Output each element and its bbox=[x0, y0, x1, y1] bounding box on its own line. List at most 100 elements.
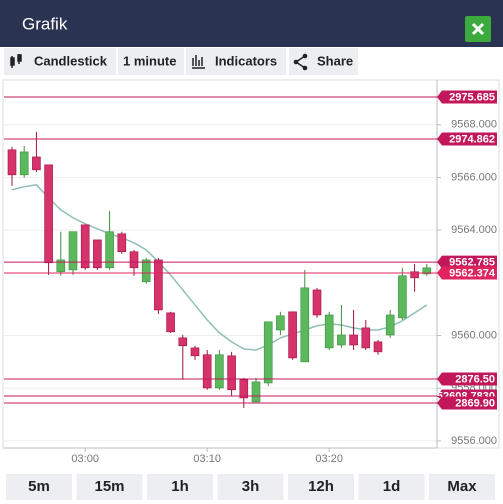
candle-body bbox=[202, 354, 212, 389]
candle-body bbox=[166, 312, 175, 333]
candle-body bbox=[105, 231, 114, 269]
candle-body bbox=[385, 314, 395, 336]
candle-body bbox=[398, 275, 407, 319]
range-button[interactable]: 12h bbox=[288, 474, 354, 500]
price-label: 9562.785 bbox=[449, 257, 495, 269]
price-label-bg bbox=[437, 266, 497, 280]
range-button-label[interactable]: 12h bbox=[308, 478, 334, 495]
price-label-bg bbox=[437, 132, 497, 146]
price-label-bg bbox=[437, 90, 497, 104]
y-tick-label: 9564.000 bbox=[451, 224, 497, 236]
toolbar-button-bg[interactable] bbox=[4, 48, 116, 75]
candle-body bbox=[227, 355, 236, 391]
candle-body bbox=[80, 224, 90, 269]
range-button[interactable]: 15m bbox=[76, 474, 143, 500]
toolbar-button[interactable]: Share bbox=[289, 48, 358, 75]
toolbar: Candlestick 1 minute Indicators Share bbox=[4, 48, 358, 75]
range-button[interactable]: Max bbox=[429, 474, 495, 500]
price-label: 2974.862 bbox=[449, 133, 495, 145]
range-button-label[interactable]: 3h bbox=[242, 478, 260, 495]
candle-body bbox=[178, 337, 188, 347]
y-tick-label: 9556.000 bbox=[451, 435, 497, 447]
candle-body bbox=[215, 354, 224, 389]
x-tick-label: 03:10 bbox=[193, 453, 221, 465]
range-button-bg[interactable] bbox=[288, 474, 354, 500]
share-dot bbox=[302, 53, 308, 59]
header-bar bbox=[0, 0, 503, 47]
range-button[interactable]: 5m bbox=[6, 474, 72, 500]
range-bar: 5m 15m 1h 3h 12h 1d Max bbox=[6, 474, 495, 500]
toolbar-button-label[interactable]: Indicators bbox=[215, 53, 277, 68]
toolbar-button[interactable]: Indicators bbox=[186, 48, 286, 75]
toolbar-button-bg[interactable] bbox=[118, 48, 184, 75]
toolbar-button-label[interactable]: 1 minute bbox=[123, 53, 176, 68]
range-button[interactable]: 3h bbox=[217, 474, 284, 500]
candle-body bbox=[44, 164, 53, 264]
candle-body bbox=[410, 271, 419, 279]
range-button-bg[interactable] bbox=[6, 474, 72, 500]
range-button-bg[interactable] bbox=[147, 474, 213, 500]
price-label: 9562.374 bbox=[449, 267, 496, 279]
candle-body bbox=[361, 327, 371, 349]
y-tick-label: 9560.000 bbox=[451, 329, 497, 341]
candle-body bbox=[324, 314, 334, 349]
range-button-label[interactable]: 5m bbox=[28, 478, 50, 495]
header-title: Grafik bbox=[22, 14, 68, 33]
toolbar-button-label[interactable]: Share bbox=[317, 53, 353, 68]
candle-body bbox=[129, 251, 139, 269]
indicators-icon bbox=[192, 55, 205, 69]
candle-body bbox=[32, 156, 41, 171]
candle-icon bbox=[10, 54, 22, 68]
candle-body bbox=[239, 379, 249, 399]
share-dot bbox=[302, 65, 308, 71]
candle-body bbox=[288, 311, 297, 359]
price-label-bg bbox=[437, 255, 497, 269]
range-button-label[interactable]: 1d bbox=[383, 478, 401, 495]
range-button-label[interactable]: 15m bbox=[94, 478, 124, 495]
range-button-bg[interactable] bbox=[429, 474, 495, 500]
candle-body bbox=[141, 259, 151, 283]
candle-body bbox=[190, 347, 200, 357]
candle-body bbox=[373, 341, 383, 353]
share-dot bbox=[293, 59, 299, 65]
price-label-bg bbox=[437, 372, 497, 386]
candle-body bbox=[56, 259, 66, 273]
toolbar-button[interactable]: 1 minute bbox=[118, 48, 184, 75]
close-icon[interactable] bbox=[471, 22, 485, 36]
price-label-bg bbox=[437, 396, 497, 410]
price-label: 2975.685 bbox=[449, 91, 495, 103]
range-button-label[interactable]: Max bbox=[447, 478, 477, 495]
y-tick-label: 9568.000 bbox=[451, 119, 497, 131]
range-button[interactable]: 1h bbox=[147, 474, 213, 500]
chart-frame bbox=[2, 79, 500, 449]
range-button-bg[interactable] bbox=[76, 474, 143, 500]
toolbar-button[interactable]: Candlestick bbox=[4, 48, 116, 75]
candle-body bbox=[300, 287, 310, 363]
close-button[interactable] bbox=[465, 16, 491, 42]
range-button-bg[interactable] bbox=[217, 474, 284, 500]
candle-body bbox=[68, 231, 78, 271]
candle-body bbox=[154, 259, 163, 311]
candle-body bbox=[251, 381, 261, 403]
candle-body bbox=[93, 239, 102, 269]
candle-body bbox=[276, 315, 285, 331]
candle-body bbox=[422, 267, 432, 275]
candle-body bbox=[117, 233, 127, 253]
toolbar-button-bg[interactable] bbox=[289, 48, 358, 75]
moving-average bbox=[11, 184, 428, 351]
plot: 9556.0009558.0009560.0009564.0009566.000… bbox=[4, 80, 497, 465]
candle-body bbox=[349, 334, 358, 346]
toolbar-button-label[interactable]: Candlestick bbox=[34, 53, 108, 68]
range-button-label[interactable]: 1h bbox=[171, 478, 189, 495]
candle-body bbox=[312, 289, 322, 316]
candle-body bbox=[263, 321, 273, 384]
price-label: 2876.50 bbox=[455, 373, 495, 385]
candle-body bbox=[7, 149, 17, 176]
x-tick-label: 03:00 bbox=[71, 453, 99, 465]
candle-body bbox=[337, 334, 346, 346]
range-button-bg[interactable] bbox=[358, 474, 425, 500]
y-tick-label: 9566.000 bbox=[451, 171, 497, 183]
x-tick-label: 03:20 bbox=[315, 453, 343, 465]
range-button[interactable]: 1d bbox=[358, 474, 425, 500]
